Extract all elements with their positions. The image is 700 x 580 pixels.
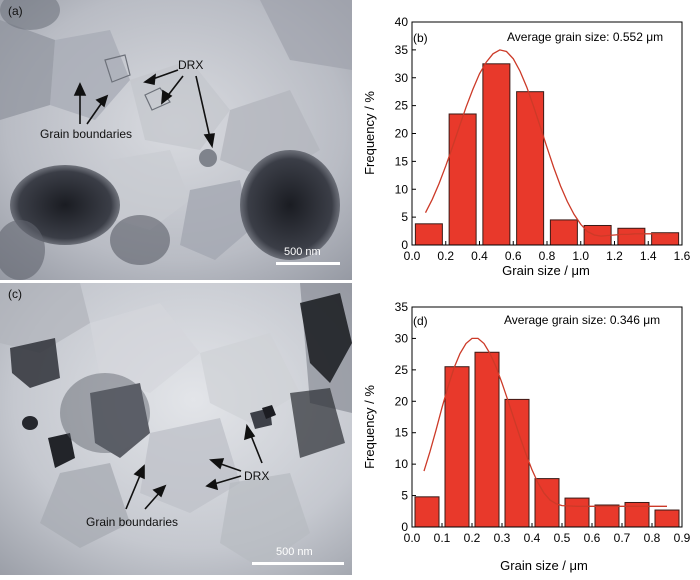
y-tick-label: 15 [395,154,409,168]
x-axis-label: Grain size / μm [502,263,590,278]
x-tick-label: 0.6 [505,249,522,263]
gaussian-fit-curve [423,337,667,507]
y-tick-label: 30 [395,71,409,85]
x-tick-label: 1.2 [606,249,623,263]
grain-boundaries-label-a: Grain boundaries [40,127,133,141]
y-tick-label: 35 [395,43,409,57]
x-tick-label: 0.8 [644,531,661,545]
grain-boundaries-label-c: Grain boundaries [86,515,179,529]
y-tick-label: 30 [395,331,409,345]
micrograph-image-c [0,283,352,575]
x-axis-label: Grain size / μm [500,558,588,573]
histogram-bar [482,63,511,246]
y-tick-label: 0 [401,238,408,252]
scale-bar-label-c: 500 nm [276,546,313,558]
x-tick-label: 0.9 [674,531,691,545]
x-tick-label: 0.2 [437,249,454,263]
x-tick-label: 0.4 [524,531,541,545]
histogram-b: Frequency / % Grain size / μm (b) Averag… [352,0,700,280]
histogram-svg-d: Frequency / % Grain size / μm (d) Averag… [362,300,691,573]
histogram-bar [444,366,470,528]
y-tick-label: 5 [401,210,408,224]
y-tick-label: 15 [395,426,409,440]
x-tick-label: 0.8 [539,249,556,263]
panel-label: (b) [413,31,428,45]
micrograph-image-a [0,0,352,280]
histogram-bar [504,398,530,528]
histogram-bar [654,509,680,528]
histogram-bar [474,351,500,528]
x-tick-label: 1.4 [640,249,657,263]
panel-label-c: (c) [8,287,22,301]
y-axis-label: Frequency / % [362,91,377,175]
y-tick-label: 40 [395,15,409,29]
histogram-bar [617,227,646,246]
y-tick-label: 5 [401,489,408,503]
histogram-svg-b: Frequency / % Grain size / μm (b) Averag… [362,15,691,278]
x-tick-label: 0.7 [614,531,631,545]
panel-label: (d) [413,314,428,328]
drx-label-c: DRX [244,469,270,483]
histogram-bar [594,504,620,528]
tem-micrograph-c: (c) DRX Grain boundaries 500 nm [0,283,352,575]
scale-bar-label-a: 500 nm [284,246,321,258]
y-tick-label: 20 [395,127,409,141]
x-tick-label: 0.0 [404,249,421,263]
y-tick-label: 10 [395,182,409,196]
tem-micrograph-a: (a) DRX Grain boundaries 500 nm [0,0,352,280]
y-tick-label: 35 [395,300,409,314]
histogram-bar [549,219,578,246]
x-tick-label: 0.6 [584,531,601,545]
x-tick-label: 0.4 [471,249,488,263]
average-grain-size-annotation: Average grain size: 0.552 μm [507,30,663,44]
y-tick-label: 10 [395,457,409,471]
y-tick-label: 20 [395,394,409,408]
x-tick-label: 1.6 [674,249,691,263]
x-tick-label: 0.3 [494,531,511,545]
histogram-bar [651,232,680,246]
x-tick-label: 0.0 [404,531,421,545]
x-tick-label: 0.5 [554,531,571,545]
histogram-d: Frequency / % Grain size / μm (d) Averag… [352,287,700,575]
x-tick-label: 1.0 [572,249,589,263]
x-tick-label: 0.1 [434,531,451,545]
histogram-bar [414,223,443,246]
histogram-bar [516,91,545,246]
average-grain-size-annotation: Average grain size: 0.346 μm [504,313,660,327]
plot-frame [411,306,683,528]
y-axis-label: Frequency / % [362,385,377,469]
x-tick-label: 0.2 [464,531,481,545]
y-tick-label: 25 [395,363,409,377]
y-tick-label: 25 [395,99,409,113]
histogram-bar [448,113,477,246]
panel-label-a: (a) [8,4,23,18]
histogram-bar [564,497,590,528]
y-tick-label: 0 [401,520,408,534]
gaussian-fit-curve [424,49,669,237]
drx-label-a: DRX [178,58,204,72]
histogram-bar [414,496,440,528]
